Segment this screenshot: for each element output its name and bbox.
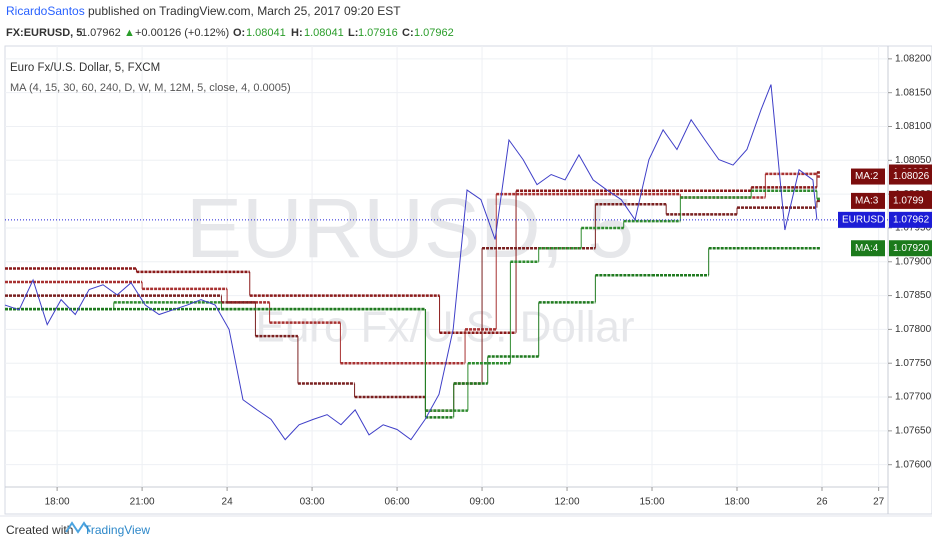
chart-frame (4, 45, 932, 515)
price-line (4, 84, 818, 441)
tag-name-box (838, 211, 885, 228)
x-tick-label: 09:00 (470, 497, 495, 508)
y-tick-label: 1.07700 (895, 392, 932, 403)
x-tick-label: 03:00 (300, 497, 325, 508)
y-tick-label: 1.07650 (895, 426, 932, 437)
price-tag-label: 1.07920 (893, 243, 930, 254)
plot (4, 84, 888, 441)
price-tag-label: 1.0799 (893, 196, 924, 207)
arrow: ▲ (124, 27, 135, 39)
low-key: L: (348, 27, 358, 39)
y-tick-label: 1.07850 (895, 290, 932, 301)
tag-name: MA:4 (855, 243, 879, 254)
y-tick-label: 1.08150 (895, 87, 932, 98)
y-tick-label: 1.08200 (895, 53, 932, 64)
y-tick-label: 1.08100 (895, 121, 932, 132)
price-tag (889, 240, 932, 257)
author[interactable]: RicardoSantos (6, 4, 85, 18)
tag-name-box (851, 240, 885, 257)
tag-name: MA:3 (855, 196, 879, 207)
watermark-description: Euro Fx/U.S. Dollar (256, 303, 635, 352)
watermark-symbol: EURUSD, 5 (186, 181, 634, 275)
quote-line: FX:EURUSD, 5 1.07962 ▲ +0.00126 (+0.12%)… (6, 27, 454, 39)
y-tick-label: 1.07600 (895, 459, 932, 470)
y-tick-label: 1.08050 (895, 155, 932, 166)
x-tick-label: 21:00 (130, 497, 155, 508)
x-tick-label: 06:00 (385, 497, 410, 508)
low: 1.07916 (358, 27, 398, 39)
close: 1.07962 (414, 27, 454, 39)
y-tick-label: 1.07950 (895, 223, 932, 234)
footer-brand[interactable]: TradingView (84, 523, 150, 537)
y-tick-label: 1.07900 (895, 256, 932, 267)
open: 1.08041 (246, 27, 286, 39)
symbol: FX:EURUSD, 5 (6, 27, 82, 39)
tag-name-box (851, 192, 885, 209)
logo (65, 521, 91, 534)
x-tick-label: 26 (816, 497, 828, 508)
x-tick-label: 12:00 (555, 497, 580, 508)
axes: 1.082001.081501.081001.080501.080001.079… (45, 53, 932, 508)
last: 1.07962 (81, 27, 121, 39)
x-tick-label: 18:00 (45, 497, 70, 508)
price-tag-label: 1.07962 (893, 214, 930, 225)
open-key: O: (233, 27, 245, 39)
high-key: H: (291, 27, 303, 39)
price-tag (889, 211, 932, 228)
published: published on TradingView.com, March 25, … (88, 4, 401, 18)
legend-study: MA (4, 15, 30, 60, 240, D, W, M, 12M, 5,… (10, 82, 291, 94)
price-tag (889, 192, 932, 209)
x-tick-label: 15:00 (640, 497, 665, 508)
x-tick-label: 27 (873, 497, 885, 508)
tag-name: EURUSD (842, 214, 884, 225)
high: 1.08041 (304, 27, 344, 39)
change: +0.00126 (+0.12%) (135, 27, 229, 39)
x-tick-label: 18:00 (724, 497, 749, 508)
price-tag (889, 168, 932, 185)
y-tick-label: 1.07750 (895, 358, 932, 369)
tag-name-box (851, 168, 885, 185)
legend-instrument: Euro Fx/U.S. Dollar, 5, FXCM (10, 62, 160, 74)
x-tick-label: 24 (222, 497, 234, 508)
price-tag-label: 1.08026 (893, 171, 930, 182)
close-key: C: (402, 27, 414, 39)
y-tick-label: 1.07800 (895, 324, 932, 335)
tag-name: MA:2 (855, 171, 879, 182)
footer-created: Created with (6, 523, 73, 537)
